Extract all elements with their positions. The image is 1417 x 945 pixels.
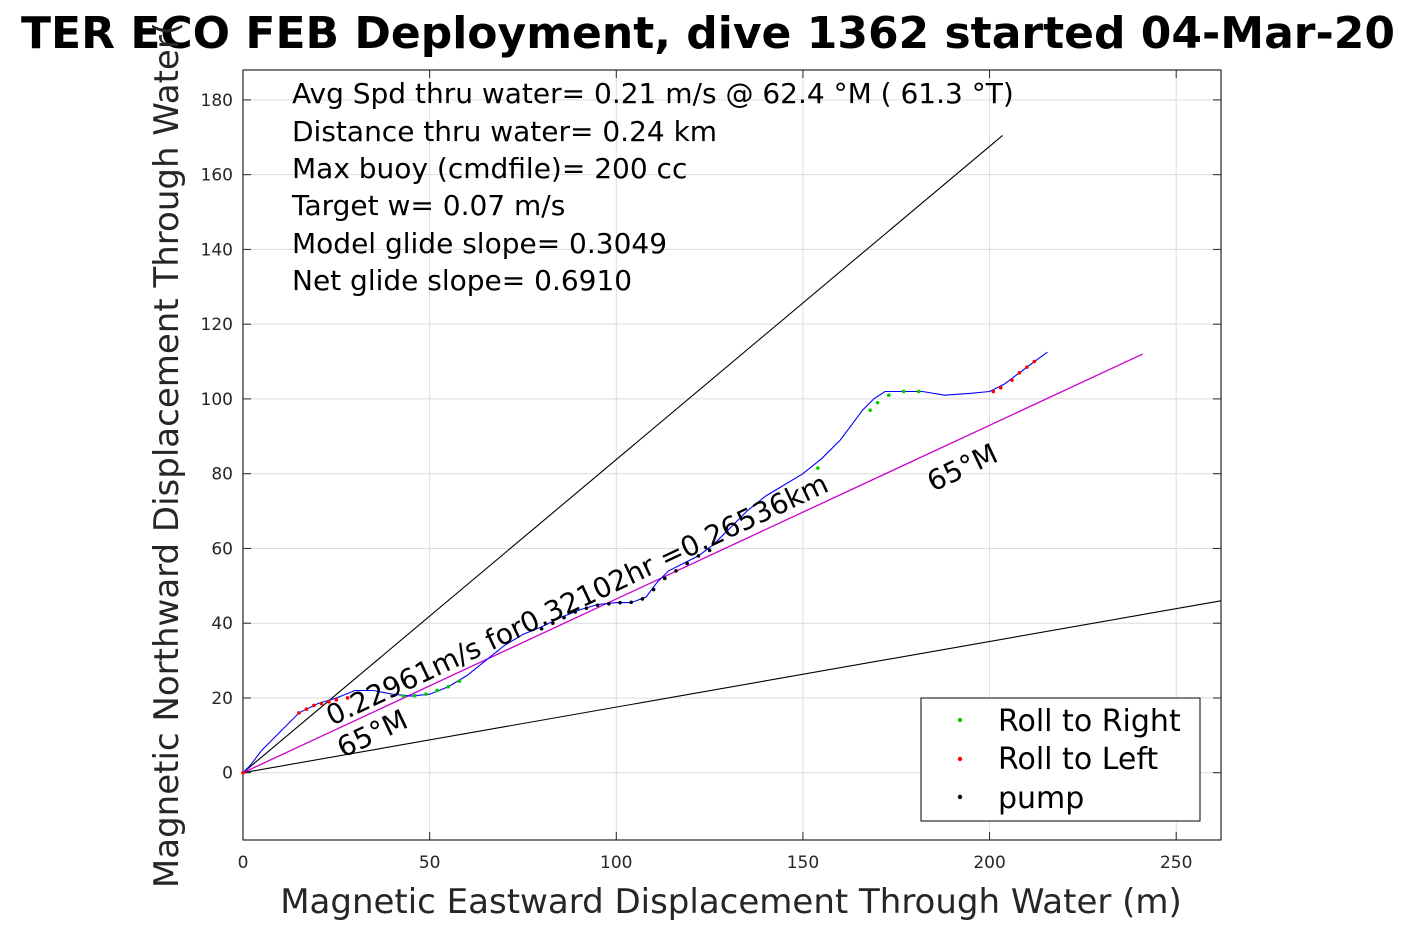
roll-left-point (991, 389, 996, 394)
pump-point (707, 548, 712, 553)
y-tick-label: 100 (201, 390, 233, 410)
roll-left-point (327, 699, 331, 704)
pump-point (595, 603, 600, 608)
wedge-line-1 (242, 134, 1003, 774)
roll-left-point (1032, 359, 1037, 364)
roll-right-point (435, 688, 439, 693)
roll-right-point (457, 679, 462, 683)
roll-left-point (334, 698, 339, 702)
y-tick-label: 20 (211, 689, 233, 709)
roll-right-point (401, 694, 406, 698)
legend-marker-roll-left (957, 756, 963, 762)
pump-point (539, 627, 544, 631)
legend-label-pump: pump (998, 781, 1084, 816)
roll-left-point (345, 696, 350, 700)
pump-point (674, 569, 678, 573)
y-tick-label: 40 (211, 614, 233, 634)
roll-left-point (304, 707, 309, 711)
info-max-buoy: Max buoy (cmdfile)= 200 cc (292, 152, 687, 185)
roll-left-point (1017, 370, 1022, 375)
x-axis-label: Magnetic Eastward Displacement Through W… (280, 882, 1182, 922)
roll-left-point (1010, 378, 1014, 383)
chart-title: TER ECO FEB Deployment, dive 1362 starte… (21, 8, 1395, 59)
heading-line (242, 353, 1143, 774)
x-tick-label: 100 (600, 853, 632, 873)
pump-point (640, 597, 645, 601)
x-tick-label: 150 (787, 853, 819, 873)
legend-marker-roll-right (957, 717, 963, 723)
roll-right-point (446, 684, 451, 689)
roll-right-point (816, 466, 820, 470)
pump-point (551, 621, 555, 626)
roll-right-point (412, 693, 417, 698)
tick-labels: 0 50 100 150 200 250 0 20 40 60 80 100 120 140 160 180 (201, 91, 1193, 873)
pump-point (584, 606, 589, 611)
y-tick-label: 160 (201, 166, 233, 186)
roll-left-point (319, 701, 324, 706)
y-axis-label: Magnetic Northward Displacement Through … (147, 22, 187, 888)
y-tick-label: 140 (201, 240, 233, 260)
pump-point (685, 561, 690, 566)
x-tick-label: 50 (419, 853, 441, 873)
info-target-w: Target w= 0.07 m/s (291, 189, 565, 222)
roll-left-point (312, 703, 316, 708)
pump-point (696, 554, 701, 558)
legend-label-roll-right: Roll to Right (998, 704, 1181, 739)
info-distance: Distance thru water= 0.24 km (292, 115, 717, 148)
info-net-glide-slope: Net glide slope= 0.6910 (292, 264, 632, 297)
info-model-glide-slope: Model glide slope= 0.3049 (292, 227, 667, 260)
roll-right-point (886, 393, 891, 397)
legend: Roll to Right Roll to Left pump (920, 697, 1201, 822)
dive-track-line (242, 351, 1048, 774)
pump-point (651, 587, 656, 592)
legend-marker-pump (957, 794, 963, 800)
data-layer (241, 134, 1222, 775)
plot-area-frame (242, 69, 1222, 841)
wedge-line-2 (242, 600, 1222, 774)
y-tick-label: 180 (201, 91, 233, 111)
pump-point (663, 576, 667, 581)
pump-point (607, 601, 611, 606)
y-tick-label: 0 (222, 764, 233, 784)
y-tick-label: 80 (211, 465, 233, 485)
roll-left-point (1025, 365, 1029, 369)
info-avg-speed: Avg Spd thru water= 0.21 m/s @ 62.4 °M (… (292, 77, 1014, 110)
info-annotations: Avg Spd thru water= 0.21 m/s @ 62.4 °M (… (291, 77, 1014, 297)
roll-left-point (998, 385, 1003, 390)
x-tick-label: 250 (1160, 853, 1192, 873)
x-tick-label: 200 (973, 853, 1005, 873)
roll-left-point (241, 770, 245, 775)
roll-right-point (868, 408, 872, 412)
legend-box (920, 697, 1201, 822)
roll-right-point (424, 692, 428, 697)
y-tick-label: 120 (201, 315, 233, 335)
heading-label-upper: 65°M (922, 437, 1003, 498)
roll-right-point (916, 389, 921, 394)
x-tick-label: 0 (238, 853, 249, 873)
roll-left-point (297, 711, 301, 715)
track-summary-label: 0.22961m/s for0.32102hr =0.26536km (321, 467, 833, 732)
pump-point (618, 600, 622, 605)
roll-right-point (901, 389, 906, 394)
pump-point (573, 610, 578, 614)
roll-right-point (875, 400, 880, 405)
y-tick-label: 60 (211, 539, 233, 559)
pump-point (629, 600, 634, 605)
legend-label-roll-left: Roll to Left (998, 742, 1158, 777)
pump-point (562, 615, 566, 620)
